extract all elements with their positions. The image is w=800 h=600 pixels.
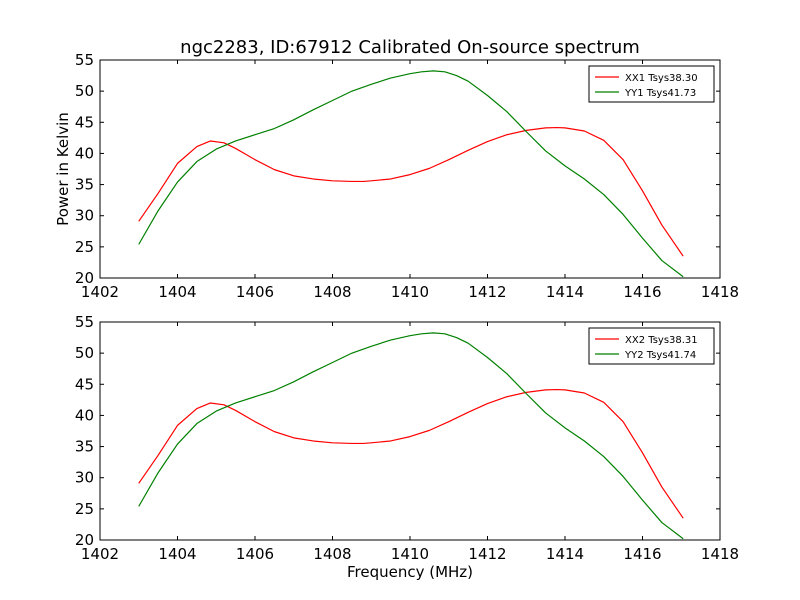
y-tick-label: 30 <box>75 207 94 225</box>
y-tick-label: 20 <box>75 269 94 287</box>
legend-label: XX1 Tsys38.30 <box>625 73 698 84</box>
x-tick-label: 1408 <box>313 545 351 563</box>
y-tick-label: 25 <box>75 500 94 518</box>
x-axis-label: Frequency (MHz) <box>347 563 473 581</box>
legend: XX1 Tsys38.30 YY1 Tsys41.73 <box>588 65 715 103</box>
y-axis-label: Power in Kelvin <box>54 112 72 226</box>
x-tick-label: 1416 <box>623 545 661 563</box>
y-tick-label: 40 <box>75 144 94 162</box>
x-tick-label: 1412 <box>468 545 506 563</box>
lower-spectrum-panel: 1402 1404 1406 1408 1410 1412 1414 1416 1418 20 25… <box>75 313 739 563</box>
y-tick-label: 45 <box>75 113 94 131</box>
legend-label: YY2 Tsys41.74 <box>624 350 696 361</box>
x-tick-label: 1418 <box>701 545 739 563</box>
x-tick-label: 1404 <box>158 545 196 563</box>
chart-title: ngc2283, ID:67912 Calibrated On-source s… <box>180 37 640 58</box>
upper-spectrum-panel: 1402 1404 1406 1408 1410 1412 1414 1416 1418 20 25… <box>75 51 739 301</box>
y-tick-label: 55 <box>75 51 94 69</box>
y-tick-label: 50 <box>75 344 94 362</box>
y-tick-label: 55 <box>75 313 94 331</box>
x-tick-label: 1410 <box>391 283 429 301</box>
x-tick-label: 1402 <box>81 545 119 563</box>
series-line-yy2 <box>138 332 684 540</box>
y-tick-label: 45 <box>75 375 94 393</box>
x-tick-label: 1412 <box>468 283 506 301</box>
x-tick-label: 1406 <box>236 545 274 563</box>
x-tick-label: 1414 <box>546 283 584 301</box>
series-line-xx2 <box>138 388 684 519</box>
legend-label: XX2 Tsys38.31 <box>625 335 698 346</box>
x-tick-label: 1414 <box>546 545 584 563</box>
y-tick-label: 30 <box>75 469 94 487</box>
legend-box <box>588 65 715 103</box>
x-tick-label: 1410 <box>391 545 429 563</box>
series-line-xx1 <box>138 126 684 257</box>
x-tick-label: 1406 <box>236 283 274 301</box>
x-tick-label: 1402 <box>81 283 119 301</box>
series-line-yy1 <box>138 70 684 278</box>
y-tick-label: 35 <box>75 176 94 194</box>
legend-label: YY1 Tsys41.73 <box>624 88 696 99</box>
y-tick-label: 25 <box>75 238 94 256</box>
x-tick-label: 1418 <box>701 283 739 301</box>
x-tick-label: 1416 <box>623 283 661 301</box>
y-tick-label: 50 <box>75 82 94 100</box>
y-tick-label: 40 <box>75 406 94 424</box>
x-tick-label: 1408 <box>313 283 351 301</box>
y-tick-label: 35 <box>75 438 94 456</box>
y-tick-label: 20 <box>75 531 94 549</box>
x-tick-label: 1404 <box>158 283 196 301</box>
legend-box <box>588 327 715 365</box>
legend: XX2 Tsys38.31 YY2 Tsys41.74 <box>588 327 715 365</box>
